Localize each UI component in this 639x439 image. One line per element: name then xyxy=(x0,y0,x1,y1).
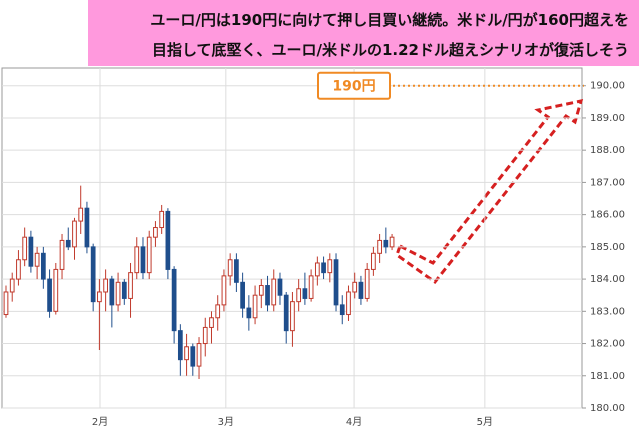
candle-body xyxy=(159,210,165,229)
candle-body xyxy=(184,346,189,361)
y-tick-label: 185.00 xyxy=(590,242,625,253)
candle-body xyxy=(364,268,370,299)
y-tick-label: 182.00 xyxy=(590,339,625,350)
candle-body xyxy=(252,294,258,319)
candle-body xyxy=(339,304,345,316)
candle-body xyxy=(308,275,314,299)
candle-body xyxy=(78,207,84,222)
candle-body xyxy=(290,301,295,332)
candle-body xyxy=(121,281,127,299)
candle-body xyxy=(90,246,96,303)
candle-body xyxy=(9,278,15,293)
candle-body xyxy=(314,262,320,277)
candle-body xyxy=(196,343,202,367)
annotation-box xyxy=(317,71,391,100)
candle-body xyxy=(277,278,283,296)
candle-body xyxy=(16,259,21,280)
y-tick-label: 187.00 xyxy=(590,177,625,188)
candle-body xyxy=(215,304,221,319)
candle-body xyxy=(221,275,227,306)
annotation-label: 190円 xyxy=(332,79,375,95)
candle-body xyxy=(177,330,183,361)
candle-body xyxy=(296,288,302,303)
candle-body xyxy=(146,236,152,274)
candle-body xyxy=(271,278,277,306)
y-tick-label: 186.00 xyxy=(590,210,625,221)
candle-body xyxy=(153,227,158,238)
candle-body xyxy=(240,281,245,309)
candle-body xyxy=(34,252,40,267)
candle-body xyxy=(165,210,171,270)
candle-body xyxy=(47,278,52,312)
y-tick-label: 183.00 xyxy=(590,306,625,317)
candle-body xyxy=(358,281,364,299)
candle-body xyxy=(302,288,308,299)
y-tick-label: 181.00 xyxy=(590,371,625,382)
forecast-arrow xyxy=(395,99,584,285)
candle-body xyxy=(227,259,233,277)
x-tick-label: 5月 xyxy=(477,416,493,428)
candle-body xyxy=(346,291,351,316)
title-line: 目指して底堅く、ユーロ/米ドルの1.22ドル超えシナリオが復活しそう xyxy=(151,41,629,59)
candle-body xyxy=(209,317,214,328)
candle-body xyxy=(134,246,140,274)
candle-body xyxy=(97,291,102,303)
candle-body xyxy=(103,278,108,293)
candle-body xyxy=(234,259,239,283)
candle-body xyxy=(371,252,376,270)
candle-body xyxy=(352,281,358,293)
candle-body xyxy=(202,326,208,345)
x-tick-label: 4月 xyxy=(346,416,362,428)
candle-body xyxy=(389,236,395,248)
candle-body xyxy=(3,291,9,316)
candle-body xyxy=(321,262,326,274)
y-tick-label: 180.00 xyxy=(590,403,625,414)
candle-body xyxy=(28,236,34,267)
candle-body xyxy=(22,236,28,261)
title-banner: ユーロ/円は190円に向けて押し目買い継続。米ドル/円が160円超えを 目指して… xyxy=(88,0,639,66)
candle-body xyxy=(84,207,90,248)
candle-body xyxy=(65,239,71,248)
y-tick-label: 189.00 xyxy=(590,113,625,124)
candle-body xyxy=(115,281,121,306)
candle-body xyxy=(327,259,333,274)
candle-body xyxy=(59,239,65,270)
candle-body xyxy=(383,239,389,248)
x-tick-label: 3月 xyxy=(218,416,234,428)
y-tick-label: 188.00 xyxy=(590,145,625,156)
candle-body xyxy=(140,246,146,274)
x-tick-label: 2月 xyxy=(92,416,108,428)
candle-body xyxy=(283,294,289,332)
candle-body xyxy=(40,252,46,280)
candle-body xyxy=(258,285,264,296)
candle-body xyxy=(128,272,133,299)
candle-body xyxy=(246,307,252,319)
candle-body xyxy=(72,220,77,248)
candle-body xyxy=(109,278,115,306)
y-tick-label: 190.00 xyxy=(590,81,625,92)
title-line: ユーロ/円は190円に向けて押し目買い継続。米ドル/円が160円超えを xyxy=(150,11,629,29)
candle-body xyxy=(333,259,339,306)
y-tick-label: 184.00 xyxy=(590,274,625,285)
candle-body xyxy=(53,268,59,312)
candle-body xyxy=(190,346,196,367)
candle-body xyxy=(171,268,177,332)
candle-body xyxy=(377,239,382,254)
candle-body xyxy=(265,285,270,306)
